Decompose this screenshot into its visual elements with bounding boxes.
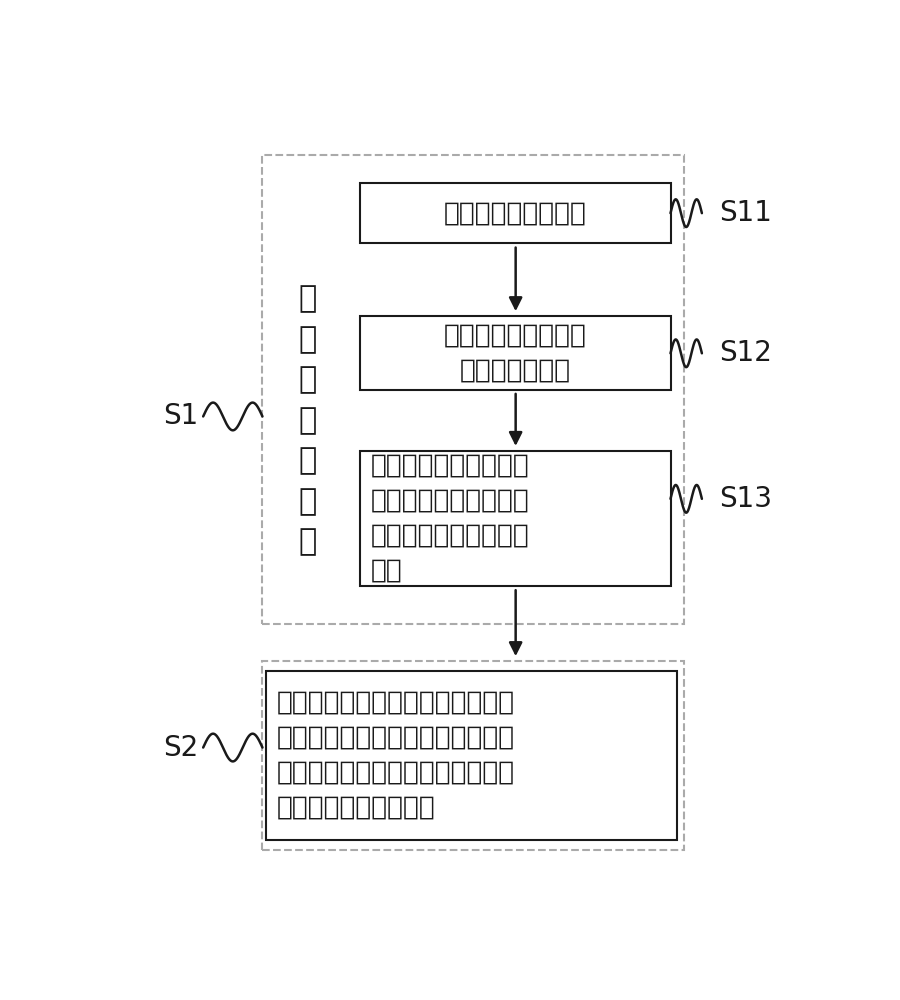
- Bar: [360, 316, 670, 389]
- Text: 根据实部误差和虚部误
差分别设计实部自适应
控制器和虚部自适应控
制器: 根据实部误差和虚部误 差分别设计实部自适应 控制器和虚部自适应控 制器: [371, 453, 529, 584]
- Text: S1: S1: [163, 402, 199, 430]
- Text: 定义系统的同步误差: 定义系统的同步误差: [444, 200, 587, 226]
- Text: 设
计
同
步
控
制
器: 设 计 同 步 控 制 器: [299, 284, 317, 556]
- Text: 将同步误差分成实部
误差和虚部误差: 将同步误差分成实部 误差和虚部误差: [444, 322, 587, 383]
- Bar: [360, 183, 670, 243]
- Bar: [266, 671, 678, 840]
- Text: S2: S2: [163, 734, 199, 762]
- Text: S13: S13: [719, 485, 772, 513]
- Text: S12: S12: [719, 339, 772, 367]
- Bar: [263, 661, 685, 850]
- Bar: [360, 451, 670, 586]
- Text: 将实部自适应控制器引入到表征响
应网络的实部部分的模型中；将虚
部自适应控制器引入到表征响应网
络的虚部部分的模型中: 将实部自适应控制器引入到表征响 应网络的实部部分的模型中；将虚 部自适应控制器引…: [276, 690, 515, 821]
- Text: S11: S11: [719, 199, 772, 227]
- Bar: [263, 155, 685, 624]
